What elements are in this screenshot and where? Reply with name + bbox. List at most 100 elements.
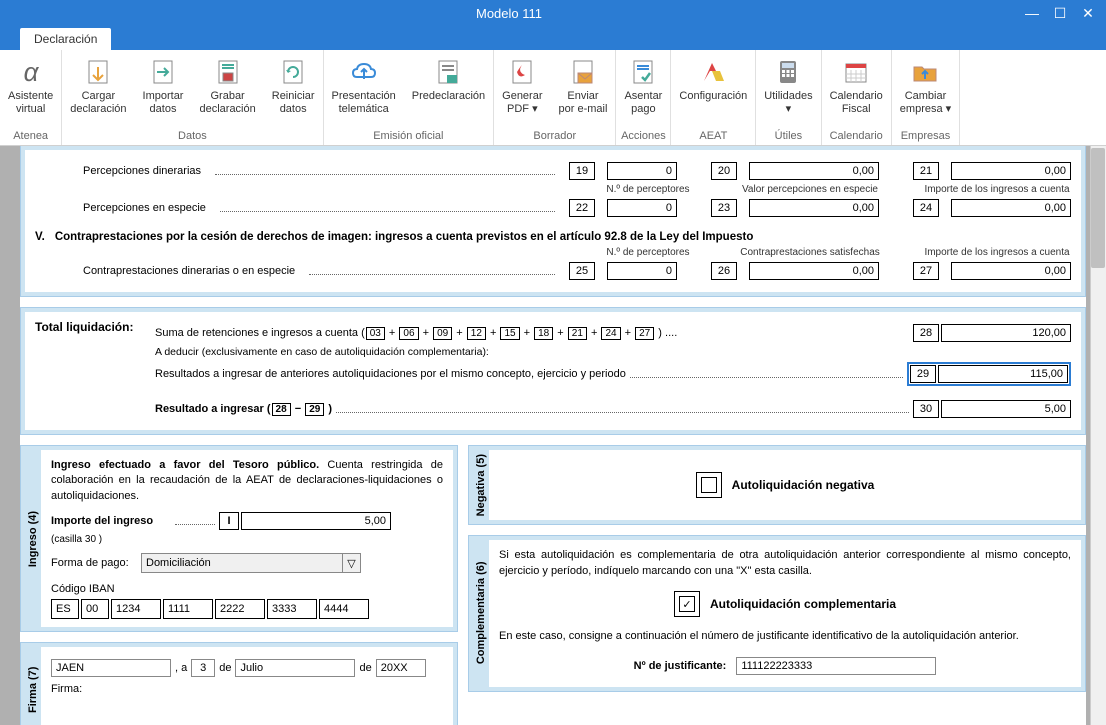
box-25: 25 <box>569 262 595 280</box>
value-27[interactable]: 0,00 <box>951 262 1071 280</box>
firma-a: , a <box>175 662 187 674</box>
firma-label: Firma: <box>51 683 443 695</box>
ribbon-group: Configuración AEAT <box>671 50 756 145</box>
section-v-num: V. <box>35 231 45 243</box>
importe-value[interactable]: 5,00 <box>241 512 391 530</box>
hdr-valor-especie: Valor percepciones en especie <box>731 184 889 195</box>
tab-declaracion[interactable]: Declaración <box>20 28 111 50</box>
value-22[interactable]: 0 <box>607 199 677 217</box>
section-v-title: Contraprestaciones por la cesión de dere… <box>55 231 754 243</box>
ribbon-group-title: Acciones <box>616 128 670 145</box>
ribbon-label: Grabardeclaración <box>199 90 255 116</box>
value-20[interactable]: 0,00 <box>749 162 879 180</box>
maximize-button[interactable]: ☐ <box>1046 3 1074 23</box>
box-30: 30 <box>913 400 939 418</box>
value-19[interactable]: 0 <box>607 162 677 180</box>
iban-cell-6[interactable]: 4444 <box>319 599 369 619</box>
just-label: Nº de justificante: <box>634 660 727 672</box>
value-21[interactable]: 0,00 <box>951 162 1071 180</box>
ingreso-side-label: Ingreso (4) <box>25 450 41 627</box>
ribbon-group: Presentacióntelemática PredeclaraciónEmis… <box>324 50 495 145</box>
firma-anio[interactable]: 20XX <box>376 659 426 677</box>
value-26[interactable]: 0,00 <box>749 262 879 280</box>
forma-pago-select[interactable]: Domiciliación ▽ <box>141 553 361 573</box>
ribbon-button-presentación[interactable]: Presentacióntelemática <box>324 50 404 128</box>
iban-cell-1[interactable]: 00 <box>81 599 109 619</box>
ribbon-button-utilidades[interactable]: Utilidades▾ <box>756 50 820 128</box>
iban-label: Código IBAN <box>51 583 443 595</box>
total-liquidacion-title: Total liquidación: <box>35 320 155 422</box>
doc-save-icon <box>212 56 244 88</box>
iban-cell-0[interactable]: ES <box>51 599 79 619</box>
ribbon-button-calendario[interactable]: CalendarioFiscal <box>822 50 891 128</box>
just-value[interactable]: 111122223333 <box>736 657 936 675</box>
ribbon-button-grabar[interactable]: Grabardeclaración <box>191 50 263 128</box>
vertical-scrollbar[interactable] <box>1090 146 1106 725</box>
iban-cell-3[interactable]: 1111 <box>163 599 213 619</box>
ribbon-group: Cargardeclaración Importardatos Grabardecl… <box>62 50 323 145</box>
window-titlebar: Modelo 111 — ☐ ✕ <box>0 0 1106 26</box>
hdr-importe-3: Importe de los ingresos a cuenta <box>923 247 1071 258</box>
firma-dia[interactable]: 3 <box>191 659 215 677</box>
firma-lugar[interactable]: JAEN <box>51 659 171 677</box>
value-25[interactable]: 0 <box>607 262 677 280</box>
ribbon-button-configuración[interactable]: Configuración <box>671 50 755 128</box>
importe-label: Importe del ingreso <box>51 515 171 527</box>
firma-mes[interactable]: Julio <box>235 659 355 677</box>
highlight-29: 29 115,00 <box>907 362 1071 386</box>
calc-icon <box>772 56 804 88</box>
negativa-checkbox[interactable] <box>696 472 722 498</box>
iban-cell-5[interactable]: 3333 <box>267 599 317 619</box>
doc-check-icon <box>627 56 659 88</box>
ribbon-label: Importardatos <box>143 90 184 116</box>
ribbon-group-title: Calendario <box>822 128 891 145</box>
close-button[interactable]: ✕ <box>1074 3 1102 23</box>
ribbon-group: Utilidades▾Útiles <box>756 50 821 145</box>
box-21: 21 <box>913 162 939 180</box>
resultados-label: Resultados a ingresar de anteriores auto… <box>155 368 626 380</box>
value-24[interactable]: 0,00 <box>951 199 1071 217</box>
ribbon-group-title: AEAT <box>671 128 755 145</box>
folder-icon <box>909 56 941 88</box>
ingreso-intro-bold: Ingreso efectuado a favor del Tesoro púb… <box>51 459 319 471</box>
ribbon-button-importar[interactable]: Importardatos <box>135 50 192 128</box>
minimize-button[interactable]: — <box>1018 3 1046 23</box>
ribbon-button-asistente[interactable]: αAsistentevirtual <box>0 50 61 128</box>
ribbon-button-reiniciar[interactable]: Reiniciardatos <box>264 50 323 128</box>
box-27: 27 <box>913 262 939 280</box>
negativa-label: Autoliquidación negativa <box>732 478 875 492</box>
ribbon-label: Configuración <box>679 90 747 103</box>
value-23[interactable]: 0,00 <box>749 199 879 217</box>
ribbon-label: Presentacióntelemática <box>332 90 396 116</box>
hdr-perceptores-2: N.º de perceptores <box>599 184 697 195</box>
iban-cell-4[interactable]: 2222 <box>215 599 265 619</box>
comp-p1: Si esta autoliquidación es complementari… <box>499 548 1071 579</box>
comp-checkbox[interactable]: ✓ <box>674 591 700 617</box>
ribbon-group-title: Datos <box>62 128 322 145</box>
box-24: 24 <box>913 199 939 217</box>
ribbon-group: CalendarioFiscal Calendario <box>822 50 892 145</box>
hdr-perceptores-3: N.º de perceptores <box>599 247 697 258</box>
ribbon-button-generar[interactable]: GenerarPDF ▾ <box>494 50 550 128</box>
ribbon: αAsistentevirtualAteneaCargardeclaración… <box>0 50 1106 146</box>
firma-de1: de <box>219 662 231 674</box>
ribbon-label: Enviarpor e-mail <box>559 90 608 116</box>
ribbon-button-predeclaración[interactable]: Predeclaración <box>404 50 493 128</box>
box-22: 22 <box>569 199 595 217</box>
percep-especie-label: Percepciones en especie <box>83 202 206 214</box>
ribbon-label: CalendarioFiscal <box>830 90 883 116</box>
iban-cell-2[interactable]: 1234 <box>111 599 161 619</box>
ribbon-button-cambiar[interactable]: Cambiarempresa ▾ <box>892 50 959 128</box>
ribbon-button-cargar[interactable]: Cargardeclaración <box>62 50 134 128</box>
ribbon-group-title: Emisión oficial <box>324 128 494 145</box>
forma-pago-value: Domiciliación <box>146 557 211 569</box>
value-29[interactable]: 115,00 <box>938 365 1068 383</box>
comp-p2: En este caso, consigne a continuación el… <box>499 629 1071 644</box>
hdr-contrap-sat: Contraprestaciones satisfechas <box>731 247 889 258</box>
value-30[interactable]: 5,00 <box>941 400 1071 418</box>
ribbon-button-enviar[interactable]: Enviarpor e-mail <box>551 50 616 128</box>
ribbon-label: Asistentevirtual <box>8 90 53 116</box>
ribbon-label: Cargardeclaración <box>70 90 126 116</box>
value-28[interactable]: 120,00 <box>941 324 1071 342</box>
ribbon-button-asentar[interactable]: Asentarpago <box>616 50 670 128</box>
